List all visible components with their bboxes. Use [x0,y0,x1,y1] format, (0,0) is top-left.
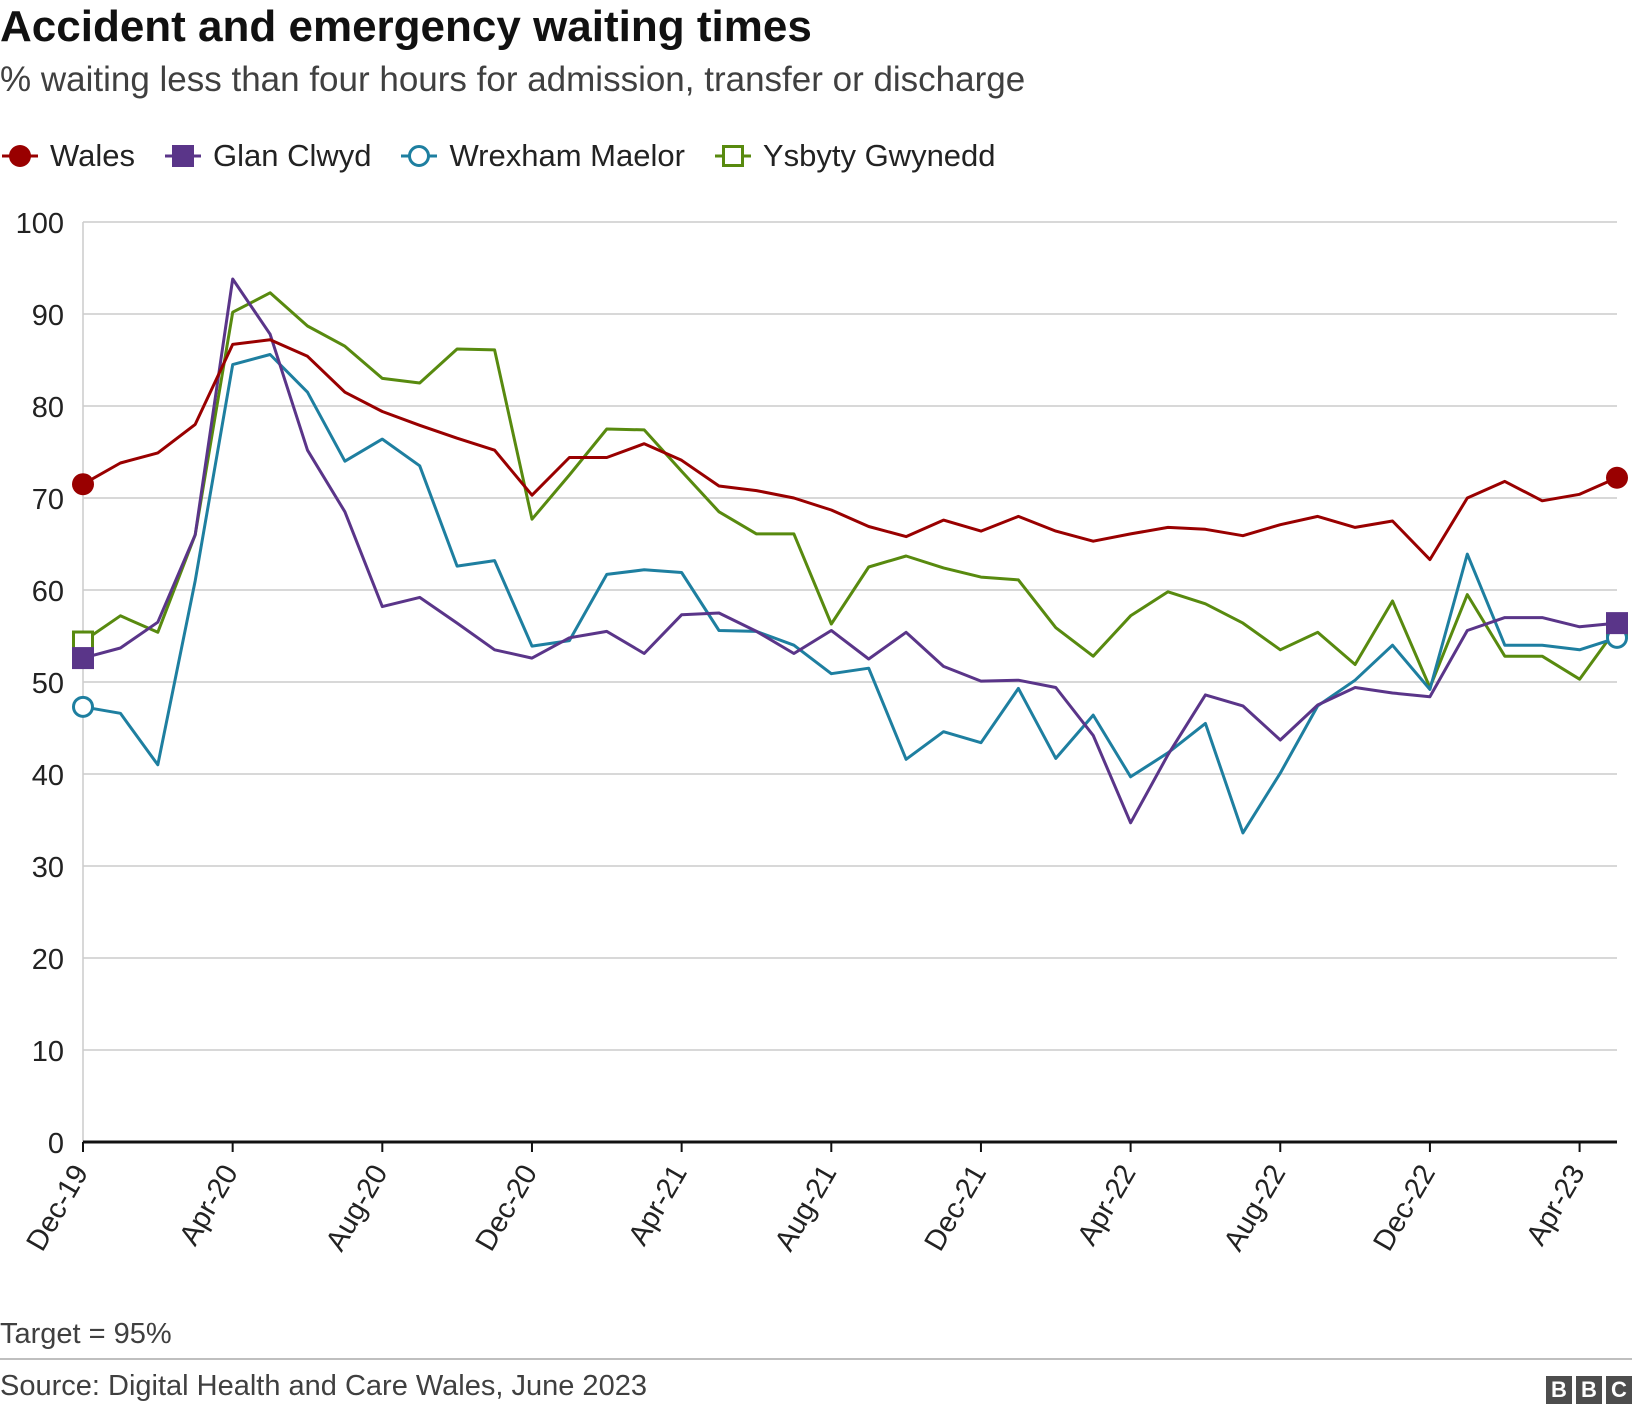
series-line-wales [81,338,1619,562]
legend-marker-wrexham-maelor [408,145,431,167]
legend-swatch-wales [2,145,38,167]
legend-item-wrexham-maelor: Wrexham Maelor [399,138,685,174]
x-tick-label: Dec-21 [919,1160,993,1257]
footer-divider [0,1358,1632,1360]
line-chart: 0 10 20 30 40 50 60 70 80 90 100 Dec-19 Apr-20 Aug-2… [16,208,1628,1256]
series-end-markers [72,466,1628,718]
chart-legend: Wales Glan Clwyd Wrexham Maelor Ysbyty Gwyn… [0,136,1024,176]
y-tick-label: 50 [32,668,64,700]
marker-start-wales [72,473,94,496]
x-tick-label: Aug-20 [320,1160,394,1257]
x-tick-label: Dec-22 [1368,1160,1442,1257]
legend-label-wales: Wales [50,138,135,173]
marker-end-glan-clwyd [1606,612,1628,635]
x-axis-tick-labels: Dec-19 Apr-20 Aug-20 Dec-20 Apr-21 Aug-21 Dec-… [21,1142,1592,1256]
x-tick-label: Apr-21 [622,1160,693,1251]
series-line-wrexham-maelor [81,353,1619,835]
target-note: Target = 95% [0,1318,172,1350]
y-tick-label: 100 [16,208,64,240]
legend-item-wales: Wales [0,138,135,174]
legend-swatch-ysbyty-gwynedd [714,145,751,167]
gridlines [83,221,1617,1051]
legend-marker-ysbyty-gwynedd [721,145,744,167]
legend-swatch-wrexham-maelor [401,145,438,167]
y-axis-tick-labels: 0 10 20 30 40 50 60 70 80 90 100 [16,208,64,1160]
x-tick-label: Aug-22 [1218,1160,1292,1257]
y-tick-label: 20 [32,944,64,976]
source-text: Source: Digital Health and Care Wales, J… [0,1370,647,1402]
legend-label-wrexham-maelor: Wrexham Maelor [449,138,685,173]
x-tick-label: Apr-20 [173,1160,244,1251]
chart-title: Accident and emergency waiting times [0,2,812,51]
y-tick-label: 60 [32,576,64,608]
legend-marker-wales [9,145,31,167]
legend-label-ysbyty-gwynedd: Ysbyty Gwynedd [762,138,996,173]
marker-start-wrexham-maelor [72,695,94,718]
legend-marker-glan-clwyd [171,145,194,167]
marker-start-glan-clwyd [72,647,94,670]
y-tick-label: 80 [32,392,64,424]
y-tick-label: 30 [32,852,64,884]
bbc-logo-block: B [1576,1376,1602,1404]
x-tick-label: Aug-21 [769,1160,843,1257]
chart-subtitle: % waiting less than four hours for admis… [0,60,1026,99]
series-lines [81,277,1619,835]
legend-item-glan-clwyd: Glan Clwyd [163,138,372,174]
legend-item-ysbyty-gwynedd: Ysbyty Gwynedd [713,138,996,174]
x-tick-label: Apr-22 [1071,1160,1142,1251]
x-tick-label: Dec-19 [21,1160,95,1257]
legend-label-glan-clwyd: Glan Clwyd [212,138,372,173]
x-tick-label: Dec-20 [470,1160,544,1257]
y-tick-label: 0 [48,1128,64,1160]
y-tick-label: 70 [32,484,64,516]
axes [82,222,1617,1144]
bbc-logo-block: C [1606,1376,1632,1404]
legend-swatch-glan-clwyd [164,145,201,167]
series-line-ysbyty-gwynedd [81,291,1619,689]
bbc-logo-block: B [1546,1376,1572,1404]
y-tick-label: 90 [32,300,64,332]
y-tick-label: 40 [32,760,64,792]
marker-end-wales [1606,466,1628,489]
y-tick-label: 10 [32,1036,64,1068]
x-tick-label: Apr-23 [1520,1160,1591,1251]
series-line-glan-clwyd [81,277,1619,825]
